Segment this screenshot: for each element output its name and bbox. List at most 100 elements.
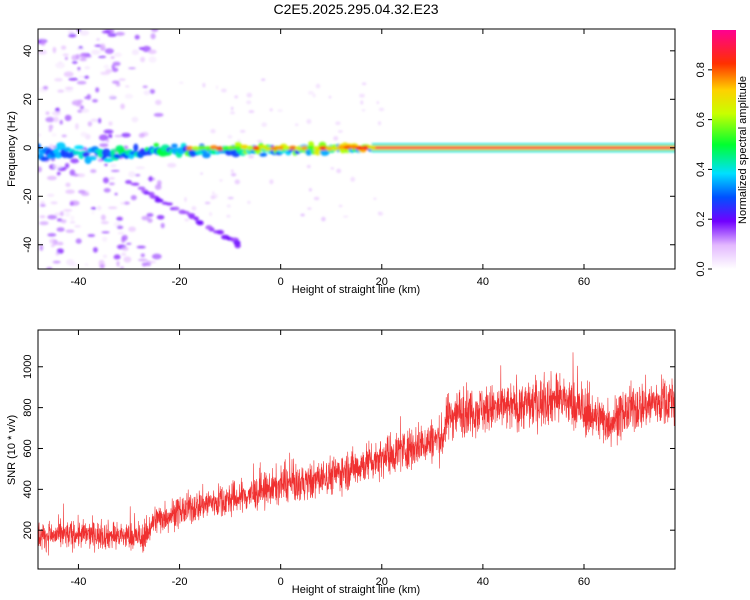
spectrogram-noise-blob	[65, 182, 71, 188]
spectrogram-band-blob	[367, 145, 376, 150]
spectrogram-band-blob	[72, 150, 81, 155]
spectrogram-band-blob	[216, 146, 224, 151]
spectrogram-noise-blob	[140, 253, 145, 258]
spectrogram-noise-blob	[148, 56, 157, 63]
snr-y-tick-label: 600	[22, 439, 34, 457]
spectrogram-noise-blob	[104, 163, 108, 167]
spectrogram-noise-blob	[69, 262, 78, 267]
spectrogram-noise-blob	[77, 99, 84, 103]
spectrogram-noise-blob	[108, 94, 116, 99]
spectrogram-noise-blob	[77, 173, 86, 178]
spectrogram-noise-blob	[125, 85, 130, 88]
spectrogram-noise-blob	[116, 225, 124, 230]
spectrogram-noise-blob	[359, 93, 365, 98]
spectrogram-noise-blob	[221, 88, 227, 93]
spectrogram-noise-blob	[46, 193, 55, 197]
spectrogram-noise-blob	[123, 201, 130, 205]
spectrogram-noise-blob	[39, 221, 49, 226]
spectrogram-noise-blob	[120, 202, 126, 205]
spectrogram-noise-blob	[116, 216, 123, 221]
spectrogram-x-axis-label: Height of straight line (km)	[292, 284, 420, 296]
spectrogram-x-ticks: -40 -20 0 20 40 60	[70, 29, 590, 288]
spectrogram-noise-blob	[110, 56, 115, 59]
spectrogram-noise-blob	[151, 253, 162, 260]
spectrogram-noise-blob	[151, 29, 159, 33]
spectrogram-noise-blob	[122, 246, 129, 252]
spectrogram-noise-blob	[226, 214, 231, 218]
spectrogram-band-blob	[313, 146, 322, 151]
spectrogram-noise-blob	[68, 77, 79, 81]
spectrogram-noise-blob	[45, 111, 50, 115]
snr-y-axis-label: SNR (10 * v/v)	[6, 415, 18, 485]
spectrogram-band-blob	[55, 142, 66, 151]
spectrogram-diagonal-trace	[188, 214, 196, 220]
colorbar-tick-label: 0.2	[695, 212, 707, 227]
spectrogram-noise-blob	[58, 61, 63, 64]
spectrogram-noise-blob	[149, 89, 156, 94]
spectrogram-noise-blob	[142, 85, 148, 89]
spectrogram-noise-blob	[269, 179, 274, 185]
spectrogram-noise-blob	[80, 108, 90, 113]
spectrogram-noise-blob	[336, 168, 342, 174]
spectrogram-noise-blob	[146, 213, 154, 217]
snr-y-tick-label: 400	[22, 480, 34, 498]
spectrogram-noise-blob	[84, 96, 88, 100]
spectrogram-noise-blob	[39, 244, 44, 251]
spectrogram-noise-blob	[38, 133, 42, 137]
snr-y-tick-label: 800	[22, 398, 34, 416]
spectrogram-band-blob	[88, 155, 97, 161]
spectrogram-noise-blob	[67, 29, 75, 33]
snr-y-tick-label: 1000	[22, 355, 34, 379]
spectrogram-noise-blob	[248, 110, 255, 114]
spectrogram-noise-blob	[239, 129, 246, 133]
spectrogram-noise-blob	[126, 242, 132, 245]
spectrogram-noise-blob	[136, 245, 146, 249]
spectrogram-band-blob	[171, 143, 178, 148]
colorbar-tick-label: 0.8	[695, 62, 707, 77]
spectrogram-noise-blob	[57, 89, 65, 93]
spectrogram-y-tick-label: -40	[22, 237, 34, 253]
spectrogram-y-tick-label: -20	[22, 188, 34, 204]
snr-plot-area	[38, 330, 675, 569]
spectrogram-band-blob	[361, 145, 370, 150]
spectrogram-noise-blob	[45, 116, 55, 123]
spectrogram-noise-blob	[92, 99, 98, 103]
spectrogram-noise-blob	[101, 231, 110, 234]
spectrogram-noise-blob	[70, 158, 80, 164]
spectrogram-diagonal-trace	[193, 216, 199, 221]
spectrogram-noise-blob	[131, 49, 139, 56]
spectrogram-noise-blob	[81, 192, 90, 197]
spectrogram-noise-blob	[231, 106, 234, 111]
spectrogram-noise-blob	[115, 31, 125, 36]
spectrogram-noise-blob	[234, 179, 240, 185]
spectrogram-noise-blob	[83, 75, 90, 79]
spectrogram-noise-blob	[378, 211, 384, 216]
spectrogram-noise-blob	[76, 80, 87, 85]
spectrogram-noise-blob	[138, 46, 144, 51]
spectrogram-diagonal-trace	[165, 202, 173, 206]
spectrogram-band-blob	[343, 145, 352, 150]
spectrogram-noise-blob	[64, 56, 68, 60]
spectrogram-noise-blob	[219, 179, 223, 182]
spectrogram-noise-blob	[112, 61, 121, 67]
spectrogram-noise-blob	[42, 85, 49, 90]
spectrogram-noise-blob	[98, 134, 109, 141]
spectrogram-band-blob	[252, 145, 261, 151]
spectrogram-noise-blob	[69, 221, 76, 224]
spectrogram-noise-blob	[110, 163, 117, 168]
spectrogram-noise-blob	[64, 86, 74, 90]
spectrogram-noise-blob	[54, 78, 63, 82]
spectrogram-noise-blob	[79, 52, 88, 59]
spectrogram-noise-blob	[64, 212, 71, 217]
snr-frame	[37, 329, 676, 570]
spectrogram-noise-blob	[209, 212, 213, 217]
spectrogram-noise-blob	[210, 129, 216, 134]
spectrogram-noise-blob	[128, 67, 136, 70]
spectrogram-noise-blob	[148, 175, 153, 182]
spectrogram-noise-blob	[269, 108, 273, 112]
spectrogram-diagonal-trace	[196, 221, 204, 226]
spectrogram-band-blob	[282, 146, 291, 151]
spectrogram-noise-blob	[52, 260, 61, 264]
spectrogram-noise-blob	[312, 93, 316, 98]
